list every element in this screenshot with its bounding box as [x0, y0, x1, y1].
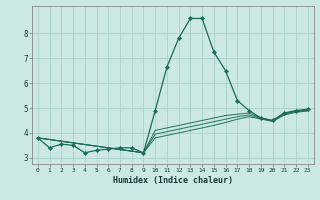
- X-axis label: Humidex (Indice chaleur): Humidex (Indice chaleur): [113, 176, 233, 185]
